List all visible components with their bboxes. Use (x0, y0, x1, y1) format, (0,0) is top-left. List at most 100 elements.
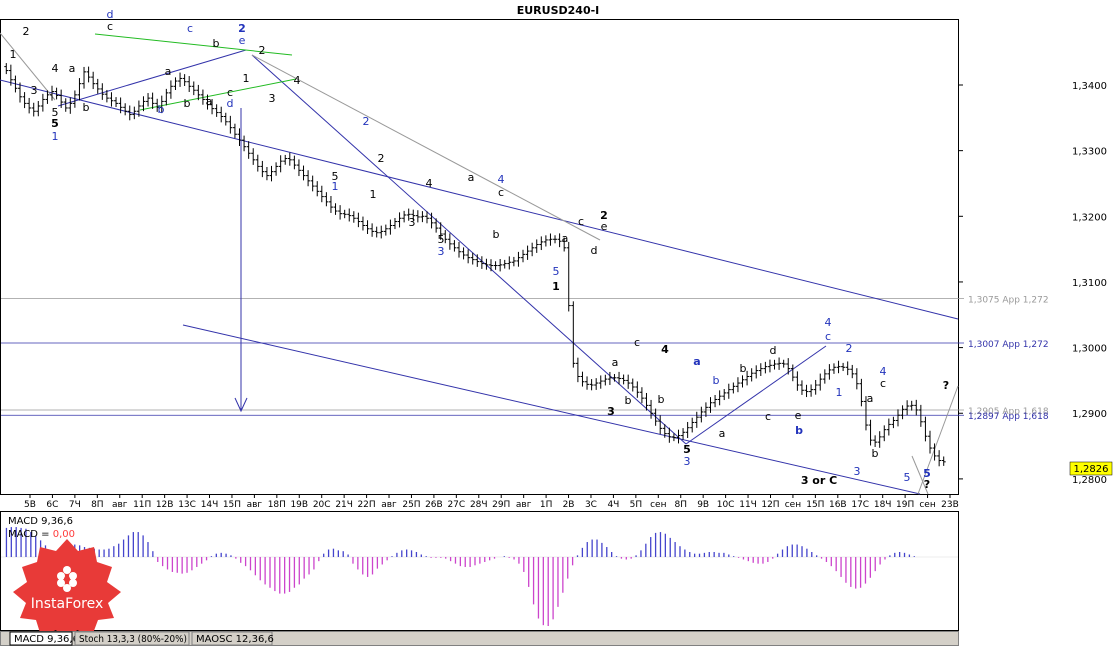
wave-label: a (468, 171, 475, 184)
wave-label: b (740, 362, 747, 375)
wave-label: a (562, 232, 569, 245)
wave-label: 3 (409, 216, 416, 229)
wave-label: 3 (438, 245, 445, 258)
wave-label: ? (924, 478, 930, 491)
wave-label: 5 (553, 265, 560, 278)
wave-label: 1 (370, 188, 377, 201)
wave-label: 5 (923, 467, 931, 480)
wave-label: c (578, 215, 584, 228)
projection-arrow-head (234, 397, 248, 413)
wave-label: 1 (836, 386, 843, 399)
time-tick-label: 4Ч (607, 500, 619, 510)
price-axis: 1,3400 1,3300 1,3200 1,3100 1,3000 1,2900 1,28… (958, 81, 1107, 486)
wave-label: 3 (607, 405, 615, 418)
macd-histogram (1, 527, 958, 626)
tab-macd[interactable]: MACD 9,36,6 (9, 631, 79, 646)
gray-trend-line-3 (911, 455, 929, 495)
target-levels: 1,3075 App 1,272 1,3007 App 1,272 1,2905 A… (1, 295, 1049, 422)
wave-label: 2 (238, 22, 246, 35)
indicator-tabs: MACD 9,36,6 Stoch 13,3,3 (80%-20%) MAOSC… (0, 631, 959, 646)
wave-label: b (184, 97, 191, 110)
gray-trend-line-2 (251, 54, 601, 241)
time-tick-label: 27С (447, 500, 465, 510)
wave-label: a (69, 62, 76, 75)
current-price-label: 1,2826 (1074, 464, 1109, 475)
time-tick-label: 26В (425, 500, 443, 510)
wave-label: d (770, 344, 777, 357)
wave-label: c (107, 20, 113, 33)
time-tick-label: 28Ч (470, 500, 488, 510)
level-label: 1,3007 App 1,272 (968, 340, 1049, 350)
time-tick-label: 6С (46, 500, 58, 510)
macd-value: 0,00 (53, 529, 75, 540)
wave-label: 2 (600, 209, 608, 222)
wave-lines (0, 32, 959, 495)
wave-label: b (493, 228, 500, 241)
time-tick-label: 15П (806, 500, 824, 510)
green-triangle-top (94, 33, 293, 56)
wave-label: d (591, 244, 598, 257)
time-tick-label: 19П (896, 500, 914, 510)
wave-label: 5 (51, 117, 59, 130)
wave-label: e (239, 34, 246, 47)
macd-value-label: MACD = 0,00 (8, 529, 75, 540)
tab-stoch[interactable]: Stoch 13,3,3 (80%-20%) (74, 631, 190, 646)
time-tick-label: 12В (156, 500, 174, 510)
wave-label: a (719, 427, 726, 440)
time-tick-label: 19В (290, 500, 308, 510)
level-label: 1,3075 App 1,272 (968, 295, 1049, 305)
time-tick-label: авг (381, 500, 397, 510)
wave-label: b (213, 37, 220, 50)
time-tick-label: 3С (585, 500, 597, 510)
gray-trend-line-1 (0, 32, 56, 101)
wave-label: 1 (52, 130, 59, 143)
wave-label: 4 (825, 316, 832, 329)
wave-label: 2 (846, 342, 853, 355)
time-tick-label: 12П (761, 500, 779, 510)
price-tick-label: 1,3400 (1072, 81, 1107, 92)
wave-label: 4 (52, 62, 59, 75)
wave-label: 1 (243, 72, 250, 85)
wave-label: 4 (661, 343, 669, 356)
price-panel-frame (0, 19, 959, 495)
price-tick-label: 1,2800 (1072, 475, 1107, 486)
chart-title: EURUSD240-I (517, 4, 600, 17)
tab-maosc[interactable]: MAOSC 12,36,6 (191, 631, 274, 646)
wave-label: b (713, 374, 720, 387)
wave-line-2 (251, 54, 687, 445)
wave-label: 5 (904, 471, 911, 484)
wave-label: c (634, 336, 640, 349)
time-tick-label: 5П (630, 500, 643, 510)
wave-label: 2 (378, 152, 385, 165)
wave-label: e (601, 220, 608, 233)
indicator-panel-frame (0, 511, 959, 631)
tab-maosc-label: MAOSC 12,36,6 (196, 634, 274, 645)
time-tick-label: сен (650, 500, 666, 510)
time-tick-label: 20С (313, 500, 331, 510)
wave-label: b (795, 424, 803, 437)
wave-label: 5 (438, 233, 445, 246)
wave-label: 4 (294, 74, 301, 87)
wave-label: e (795, 409, 802, 422)
wave-label: 4 (426, 177, 433, 190)
time-tick-label: 14Ч (201, 500, 219, 510)
time-tick-label: 23В (941, 500, 959, 510)
wave-label: 1 (332, 180, 339, 193)
time-tick-label: 7Ч (69, 500, 81, 510)
wave-label: 1 (10, 48, 17, 61)
wave-label: 3 (31, 84, 38, 97)
time-tick-label: 1П (540, 500, 553, 510)
time-tick-label: 9В (697, 500, 709, 510)
wave-line-1 (57, 49, 247, 107)
wave-line-3 (685, 345, 827, 445)
lower-channel-line (182, 324, 921, 495)
time-tick-label: 29П (492, 500, 510, 510)
tab-stoch-label: Stoch 13,3,3 (80%-20%) (79, 634, 187, 645)
time-tick-label: 22П (357, 500, 375, 510)
time-tick-label: 18П (268, 500, 286, 510)
time-tick-label: 13С (178, 500, 196, 510)
time-tick-label: сен (919, 500, 935, 510)
candlesticks (4, 63, 946, 467)
